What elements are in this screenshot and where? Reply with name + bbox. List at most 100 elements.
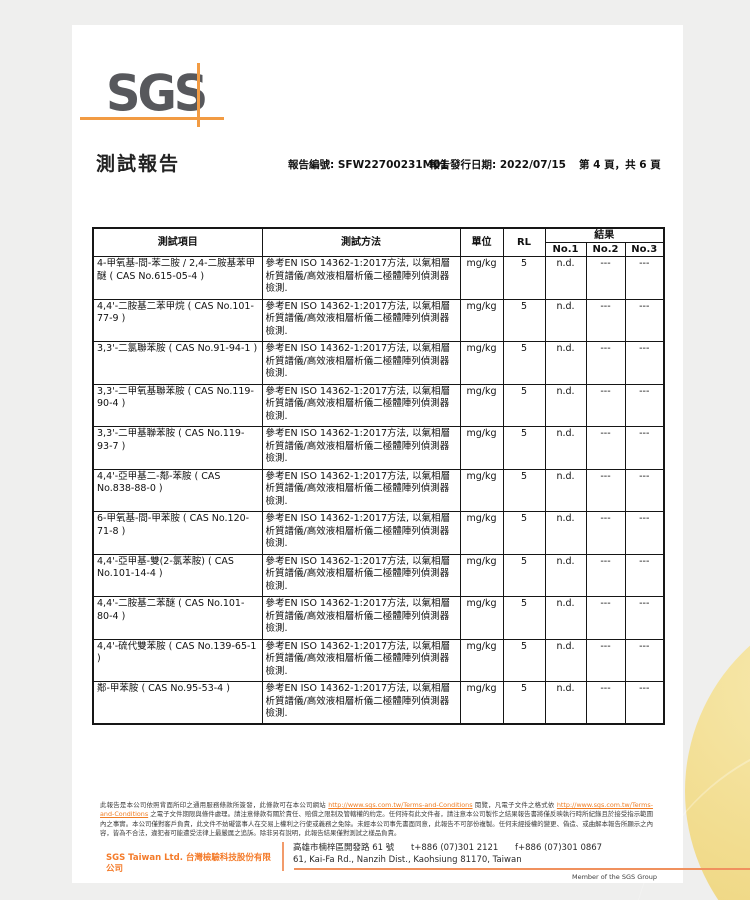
table-row: 4,4'-二胺基二苯醚 ( CAS No.101-80-4 ) 參考EN ISO…: [92, 596, 665, 640]
result-no2-cell: ---: [585, 511, 626, 555]
rl-cell: 5: [502, 256, 546, 300]
test-item-cell: 4-甲氧基-間-苯二胺 / 2,4-二胺基苯甲醚 ( CAS No.615-05…: [92, 256, 263, 300]
result-no3-cell: ---: [624, 468, 665, 512]
test-item-cell: 3,3'-二甲基聯苯胺 ( CAS No.119-93-7 ): [92, 426, 263, 470]
unit-cell: mg/kg: [459, 596, 504, 640]
result-no1-cell: n.d.: [544, 553, 587, 597]
col-header-rl: RL: [502, 227, 546, 257]
test-item-cell: 鄰-甲苯胺 ( CAS No.95-53-4 ): [92, 681, 263, 725]
disclaimer-text-3: 之電子文件期限與條件處理。請注意條款有關於責任、賠償之限制及管轄權的約定。任何持…: [100, 810, 653, 838]
address-zh: 高雄市楠梓區開發路 61 號: [293, 843, 395, 853]
unit-cell: mg/kg: [459, 298, 504, 342]
rl-cell: 5: [502, 681, 546, 725]
unit-cell: mg/kg: [459, 383, 504, 427]
test-item-cell: 3,3'-二甲氧基聯苯胺 ( CAS No.119-90-4 ): [92, 383, 263, 427]
result-no2-cell: ---: [585, 596, 626, 640]
disclaimer-text-2: 閱覽，凡電子文件之格式依: [472, 801, 557, 809]
result-no1-cell: n.d.: [544, 681, 587, 725]
test-item-cell: 4,4'-硫代雙苯胺 ( CAS No.139-65-1 ): [92, 638, 263, 682]
result-no2-cell: ---: [585, 341, 626, 385]
rl-cell: 5: [502, 553, 546, 597]
test-item-cell: 4,4'-二胺基二苯甲烷 ( CAS No.101-77-9 ): [92, 298, 263, 342]
result-no3-cell: ---: [624, 426, 665, 470]
disclaimer-text-1: 此報告是本公司依照背面所印之通用服務條款所簽發，此條款可在本公司網站: [100, 801, 329, 809]
result-no3-cell: ---: [624, 638, 665, 682]
rl-cell: 5: [502, 383, 546, 427]
test-results-table: 測試項目 測試方法 單位 RL 結果 No.1 No.2 No.3 4-甲氧基-…: [92, 227, 665, 725]
rl-cell: 5: [502, 638, 546, 682]
result-no2-cell: ---: [585, 681, 626, 725]
result-no1-cell: n.d.: [544, 341, 587, 385]
result-no2-cell: ---: [585, 383, 626, 427]
report-page: SGS 測試報告 報告編號: SFW22700231M01 報告發行日期: 20…: [72, 25, 683, 883]
rl-cell: 5: [502, 468, 546, 512]
test-item-cell: 6-甲氧基-間-甲苯胺 ( CAS No.120-71-8 ): [92, 511, 263, 555]
test-item-cell: 4,4'-二胺基二苯醚 ( CAS No.101-80-4 ): [92, 596, 263, 640]
result-no2-cell: ---: [585, 638, 626, 682]
page-title: 測試報告: [96, 153, 181, 175]
result-no1-cell: n.d.: [544, 298, 587, 342]
company-name-en: SGS Taiwan Ltd.: [106, 853, 183, 863]
result-no3-cell: ---: [624, 681, 665, 725]
rl-cell: 5: [502, 426, 546, 470]
sgs-logo: SGS: [106, 64, 208, 124]
test-method-cell: 參考EN ISO 14362-1:2017方法, 以氣相層析質譜儀/高效液相層析…: [261, 426, 461, 470]
test-item-cell: 4,4'-亞甲基二-鄰-苯胺 ( CAS No.838-88-0 ): [92, 468, 263, 512]
rl-cell: 5: [502, 298, 546, 342]
test-method-cell: 參考EN ISO 14362-1:2017方法, 以氣相層析質譜儀/高效液相層析…: [261, 553, 461, 597]
rl-cell: 5: [502, 511, 546, 555]
table-row: 4-甲氧基-間-苯二胺 / 2,4-二胺基苯甲醚 ( CAS No.615-05…: [92, 256, 665, 300]
result-no3-cell: ---: [624, 383, 665, 427]
test-method-cell: 參考EN ISO 14362-1:2017方法, 以氣相層析質譜儀/高效液相層析…: [261, 468, 461, 512]
unit-cell: mg/kg: [459, 681, 504, 725]
company-name: SGS Taiwan Ltd. 台灣檢驗科技股份有限公司: [106, 853, 278, 874]
page-number-info: 第 4 頁，共 6 頁: [579, 159, 661, 171]
address-line-en: 61, Kai-Fa Rd., Nanzih Dist., Kaohsiung …: [293, 855, 522, 865]
result-no1-cell: n.d.: [544, 638, 587, 682]
member-of-sgs-group-label: Member of the SGS Group: [571, 873, 657, 881]
company-name-zh: 台灣檢驗科技股份有限公司: [106, 853, 271, 874]
terms-link-1[interactable]: http://www.sgs.com.tw/Terms-and-Conditio…: [328, 801, 473, 809]
result-no3-cell: ---: [624, 256, 665, 300]
result-no3-cell: ---: [624, 511, 665, 555]
table-row: 4,4'-二胺基二苯甲烷 ( CAS No.101-77-9 ) 參考EN IS…: [92, 298, 665, 342]
result-no1-cell: n.d.: [544, 511, 587, 555]
result-no2-cell: ---: [585, 256, 626, 300]
result-no1-cell: n.d.: [544, 383, 587, 427]
col-header-no1: No.1: [544, 242, 587, 257]
table-row: 3,3'-二甲基聯苯胺 ( CAS No.119-93-7 ) 參考EN ISO…: [92, 426, 665, 470]
result-no2-cell: ---: [585, 553, 626, 597]
result-no1-cell: n.d.: [544, 468, 587, 512]
rl-cell: 5: [502, 341, 546, 385]
report-number: 報告編號: SFW22700231M01: [288, 159, 448, 171]
result-no2-cell: ---: [585, 468, 626, 512]
result-no3-cell: ---: [624, 553, 665, 597]
table-row: 6-甲氧基-間-甲苯胺 ( CAS No.120-71-8 ) 參考EN ISO…: [92, 511, 665, 555]
unit-cell: mg/kg: [459, 256, 504, 300]
footer-orange-rule: [294, 868, 750, 870]
result-no3-cell: ---: [624, 596, 665, 640]
test-method-cell: 參考EN ISO 14362-1:2017方法, 以氣相層析質譜儀/高效液相層析…: [261, 681, 461, 725]
test-method-cell: 參考EN ISO 14362-1:2017方法, 以氣相層析質譜儀/高效液相層析…: [261, 596, 461, 640]
unit-cell: mg/kg: [459, 511, 504, 555]
test-method-cell: 參考EN ISO 14362-1:2017方法, 以氣相層析質譜儀/高效液相層析…: [261, 511, 461, 555]
result-no1-cell: n.d.: [544, 426, 587, 470]
test-item-cell: 4,4'-亞甲基-雙(2-氯苯胺) ( CAS No.101-14-4 ): [92, 553, 263, 597]
col-header-result: 結果: [544, 227, 665, 243]
table-row: 4,4'-硫代雙苯胺 ( CAS No.139-65-1 ) 參考EN ISO …: [92, 638, 665, 682]
terms-disclaimer: 此報告是本公司依照背面所印之通用服務條款所簽發，此條款可在本公司網站 http:…: [100, 801, 653, 839]
test-method-cell: 參考EN ISO 14362-1:2017方法, 以氣相層析質譜儀/高效液相層析…: [261, 638, 461, 682]
test-method-cell: 參考EN ISO 14362-1:2017方法, 以氣相層析質譜儀/高效液相層析…: [261, 298, 461, 342]
unit-cell: mg/kg: [459, 638, 504, 682]
table-row: 鄰-甲苯胺 ( CAS No.95-53-4 ) 參考EN ISO 14362-…: [92, 681, 665, 725]
rl-cell: 5: [502, 596, 546, 640]
result-no1-cell: n.d.: [544, 596, 587, 640]
table-subheader-row: No.1 No.2 No.3: [93, 242, 665, 257]
terms-link-2[interactable]: http://www.sgs.com.tw/Terms-and-Conditio…: [100, 801, 654, 819]
col-header-no3: No.3: [624, 242, 665, 257]
address-line-zh: 高雄市楠梓區開發路 61 號 t+886 (07)301 2121 f+886 …: [293, 842, 602, 854]
col-header-unit: 單位: [459, 227, 504, 257]
logo-vertical-line: [197, 63, 200, 127]
table-row: 3,3'-二氯聯苯胺 ( CAS No.91-94-1 ) 參考EN ISO 1…: [92, 341, 665, 385]
